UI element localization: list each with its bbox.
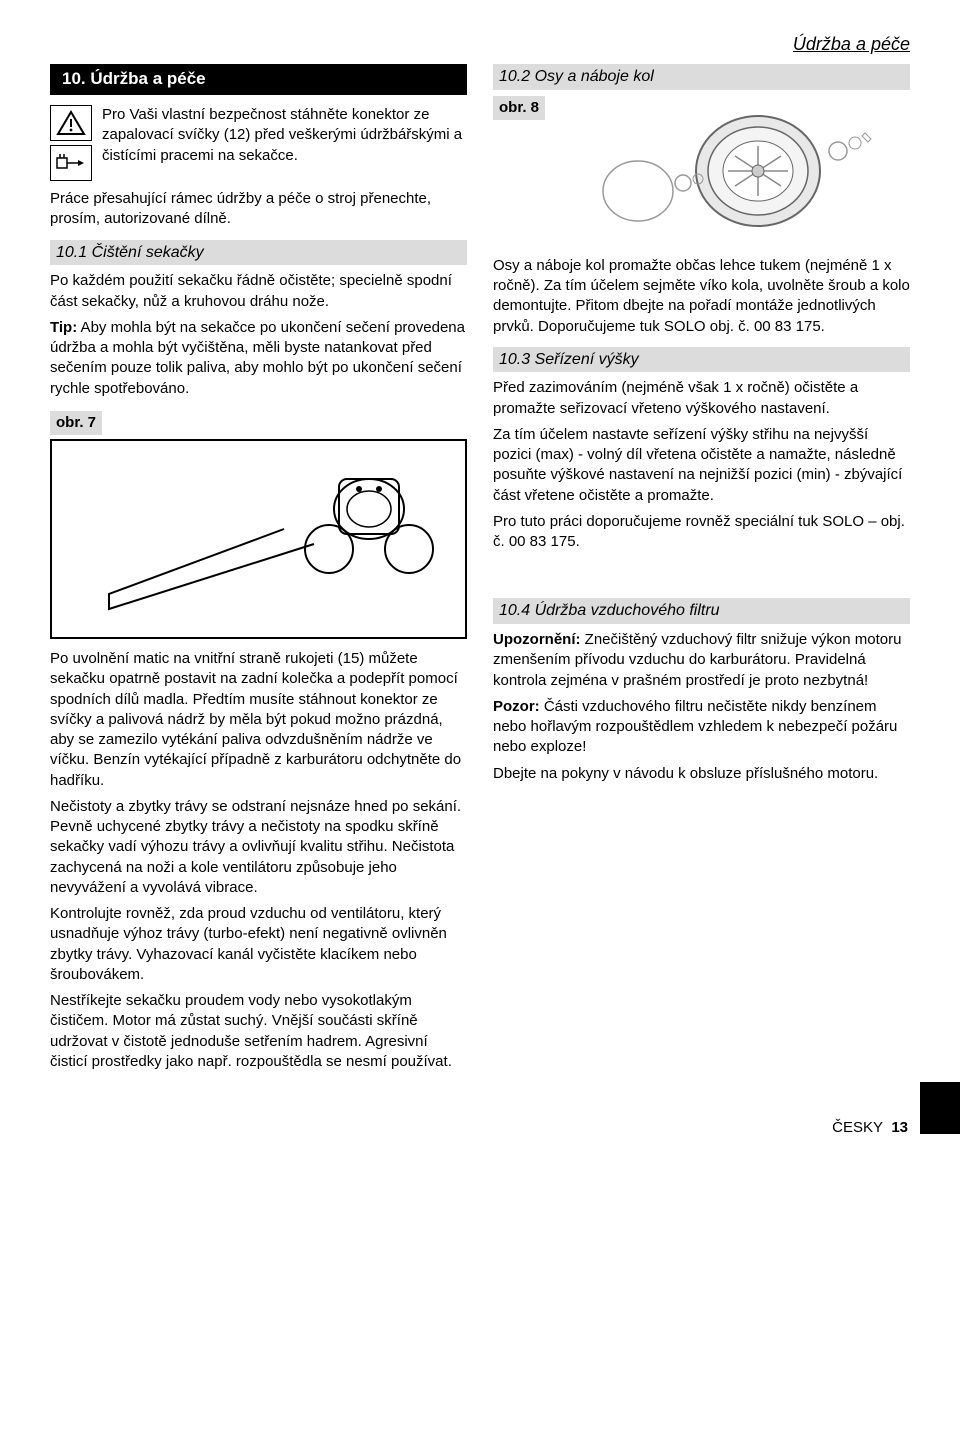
- section-10-1-heading: 10.1 Čištění sekačky: [50, 240, 467, 266]
- s101-p3: Nečistoty a zbytky trávy se odstraní nej…: [50, 797, 467, 898]
- s104-p3: Dbejte na pokyny v návodu k obsluze přís…: [493, 764, 910, 784]
- intro-text-2: Práce přesahující rámec údržby a péče o …: [50, 189, 467, 230]
- s101-p2: Po uvolnění matic na vnitřní straně ruko…: [50, 649, 467, 791]
- warning-triangle-icon: [50, 105, 92, 141]
- fig7-illustration: [50, 439, 467, 639]
- warning-icons: [50, 105, 92, 181]
- section-10-3-heading: 10.3 Seřízení výšky: [493, 347, 910, 373]
- footer-lang: ČESKY: [832, 1119, 883, 1136]
- chapter-title: 10. Údržba a péče: [50, 64, 467, 95]
- footer-page-number: 13: [891, 1119, 908, 1136]
- fig8-illustration: [555, 96, 910, 246]
- s101-tip: Tip: Aby mohla být na sekačce po ukončen…: [50, 318, 467, 399]
- spark-plug-disconnect-icon: [50, 145, 92, 181]
- s101-p4: Kontrolujte rovněž, zda proud vzduchu od…: [50, 904, 467, 985]
- intro-text: Pro Vaši vlastní bezpečnost stáhněte kon…: [102, 105, 467, 166]
- s103-p3: Pro tuto práci doporučujeme rovněž speci…: [493, 512, 910, 553]
- section-10-4-heading: 10.4 Údržba vzduchového filtru: [493, 598, 910, 624]
- s102-p1: Osy a náboje kol promažte občas lehce tu…: [493, 256, 910, 337]
- fig7-label: obr. 7: [50, 411, 102, 435]
- section-10-2-heading: 10.2 Osy a náboje kol: [493, 64, 910, 90]
- s104-pozor: Pozor: Části vzduchového filtru nečistět…: [493, 697, 910, 758]
- fig8-label: obr. 8: [493, 96, 545, 120]
- s103-p1: Před zazimováním (nejméně však 1 x ročně…: [493, 378, 910, 419]
- page-header: Údržba a péče: [793, 34, 910, 54]
- s104-upoz: Upozornění: Znečištěný vzduchový filtr s…: [493, 630, 910, 691]
- s103-p2: Za tím účelem nastavte seřízení výšky st…: [493, 425, 910, 506]
- s101-p1: Po každém použití sekačku řádně očistěte…: [50, 271, 467, 312]
- s101-p5: Nestříkejte sekačku proudem vody nebo vy…: [50, 991, 467, 1072]
- page-footer: ČESKY 13: [50, 1118, 910, 1138]
